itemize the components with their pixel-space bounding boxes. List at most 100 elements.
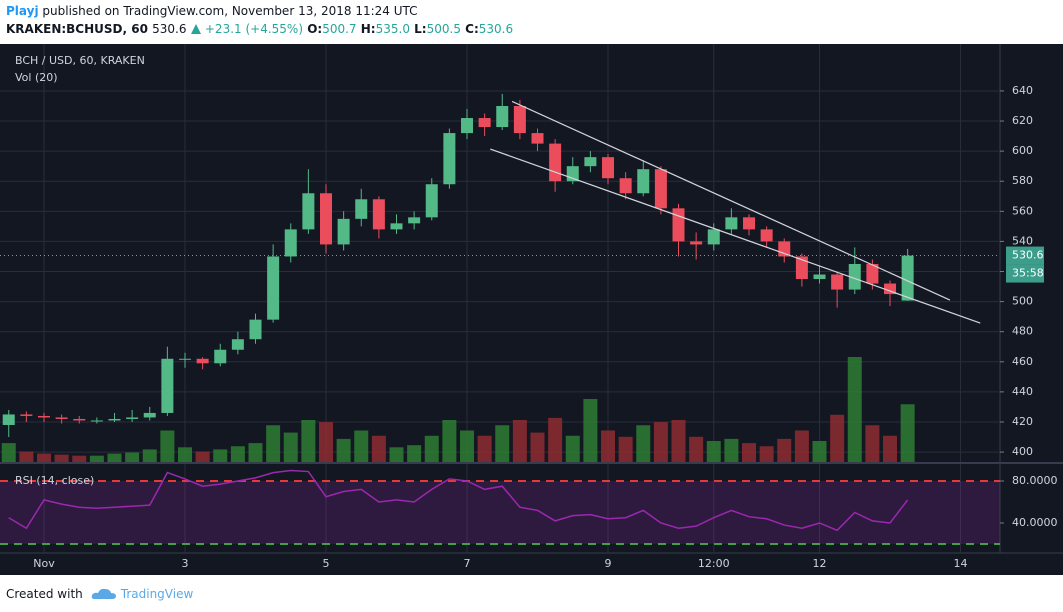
countdown-box bbox=[1006, 264, 1044, 283]
l-label: L: bbox=[414, 22, 427, 36]
candle-body bbox=[337, 218, 350, 245]
price-label-box bbox=[1006, 246, 1044, 265]
candle-body bbox=[249, 319, 262, 340]
candle-body bbox=[813, 274, 826, 280]
candle-body bbox=[355, 199, 368, 219]
candle-body bbox=[320, 193, 333, 245]
candle-body bbox=[866, 263, 879, 284]
created-with: Created with bbox=[6, 587, 83, 601]
chart-title: BCH / USD, 60, KRAKEN bbox=[15, 54, 145, 67]
candle-body bbox=[372, 199, 385, 230]
volume-bar bbox=[777, 438, 792, 462]
symbol-line: KRAKEN:BCHUSD, 60 530.6 +23.1 (+4.55%) O… bbox=[6, 22, 513, 36]
footer: Created with TradingView bbox=[6, 586, 193, 602]
candle-body bbox=[196, 358, 209, 364]
volume-bar bbox=[301, 420, 316, 462]
logo bbox=[91, 588, 116, 599]
x-tick-label: 14 bbox=[954, 557, 968, 570]
volume-bar bbox=[671, 420, 686, 462]
candle-body bbox=[461, 118, 474, 134]
candle-body bbox=[848, 263, 861, 290]
candle-body bbox=[602, 157, 615, 179]
change: +23.1 (+4.55%) bbox=[204, 22, 304, 36]
rsi-tick-label: 40.0000 bbox=[1012, 516, 1058, 529]
symbol: KRAKEN:BCHUSD, 60 bbox=[6, 22, 148, 36]
candle-body bbox=[707, 229, 720, 245]
volume-bar bbox=[812, 441, 827, 462]
candle-body bbox=[795, 256, 808, 280]
volume-bar bbox=[689, 436, 704, 462]
candle-body bbox=[2, 414, 15, 425]
volume-bar bbox=[565, 435, 580, 462]
volume-bar bbox=[1, 443, 16, 462]
volume-bar bbox=[248, 443, 263, 462]
candle-body bbox=[619, 178, 632, 194]
candle-body bbox=[231, 339, 244, 350]
volume-bar bbox=[389, 447, 404, 462]
volume-bar bbox=[371, 435, 386, 462]
candle-body bbox=[496, 105, 509, 128]
candle-body bbox=[831, 274, 844, 290]
x-tick-label: Nov bbox=[33, 557, 55, 570]
candle-body bbox=[55, 417, 68, 419]
o-label: O: bbox=[307, 22, 323, 36]
published: published on TradingView.com, November 1… bbox=[42, 4, 418, 18]
volume-bar bbox=[653, 422, 668, 462]
publish-line: Playj published on TradingView.com, Nove… bbox=[6, 4, 418, 18]
trend-line bbox=[490, 148, 981, 324]
up-arrow bbox=[190, 24, 201, 34]
candle-body bbox=[408, 217, 421, 224]
x-tick-label: 5 bbox=[323, 557, 330, 570]
candle-body bbox=[672, 208, 685, 242]
candle-body bbox=[126, 417, 139, 419]
candle-body bbox=[73, 418, 86, 421]
x-tick-label: 12:00 bbox=[698, 557, 730, 570]
publisher[interactable]: Playj bbox=[6, 4, 39, 18]
volume-bar bbox=[407, 445, 422, 462]
candle-body bbox=[513, 105, 526, 134]
price-label: 530.6 bbox=[1012, 249, 1044, 262]
volume-bar bbox=[142, 449, 157, 462]
volume-bar bbox=[495, 425, 510, 462]
x-tick-label: 9 bbox=[605, 557, 612, 570]
y-tick-label: 460 bbox=[1012, 355, 1033, 368]
candle-body bbox=[143, 412, 156, 418]
volume-bar bbox=[19, 451, 34, 462]
volume-bar bbox=[724, 438, 739, 462]
chart: Nov357912:001214400420440460480500520540… bbox=[0, 44, 1063, 575]
volume-bar bbox=[794, 430, 809, 462]
candle-body bbox=[37, 415, 50, 418]
c-value: 530.6 bbox=[478, 22, 514, 36]
rsi-line bbox=[8, 469, 909, 532]
volume-bar bbox=[336, 438, 351, 462]
volume-bar bbox=[54, 454, 69, 462]
volume-bar bbox=[618, 436, 633, 462]
volume-bar bbox=[759, 446, 774, 462]
candle-body bbox=[267, 256, 280, 320]
y-tick-label: 480 bbox=[1012, 325, 1033, 338]
candle-body bbox=[531, 133, 544, 144]
countdown: 35:58 bbox=[1012, 267, 1044, 280]
volume-bar bbox=[883, 435, 898, 462]
candle-body bbox=[654, 169, 667, 209]
volume-bar bbox=[125, 452, 140, 462]
candle-body bbox=[760, 229, 773, 242]
candle-body bbox=[884, 283, 897, 295]
volume-bar bbox=[72, 455, 87, 462]
volume-bar bbox=[36, 453, 51, 462]
candle-body bbox=[284, 229, 297, 257]
volume-bar bbox=[706, 441, 721, 462]
candle-body bbox=[390, 223, 403, 230]
candle-body bbox=[214, 349, 227, 364]
candle-body bbox=[778, 241, 791, 257]
candle-body bbox=[20, 414, 33, 416]
brand[interactable]: TradingView bbox=[120, 587, 194, 601]
candle-body bbox=[725, 217, 738, 230]
volume-bar bbox=[213, 449, 228, 462]
volume-bar bbox=[177, 447, 192, 462]
volume-bar bbox=[266, 425, 281, 462]
volume-bar bbox=[847, 357, 862, 462]
volume-bar bbox=[601, 430, 616, 462]
candle-body bbox=[425, 184, 438, 218]
